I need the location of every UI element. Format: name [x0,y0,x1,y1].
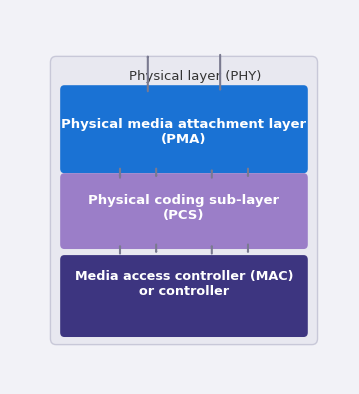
Text: Physical media attachment layer: Physical media attachment layer [61,118,307,131]
FancyBboxPatch shape [50,56,318,345]
FancyBboxPatch shape [60,85,308,173]
Text: Physical layer (PHY): Physical layer (PHY) [129,70,261,83]
Text: or controller: or controller [139,285,229,298]
Text: Media access controller (MAC): Media access controller (MAC) [75,270,293,283]
Text: Physical coding sub-layer: Physical coding sub-layer [88,194,280,207]
FancyBboxPatch shape [60,173,308,249]
Text: (PMA): (PMA) [161,133,207,146]
Text: (PCS): (PCS) [163,209,205,222]
FancyBboxPatch shape [60,255,308,337]
